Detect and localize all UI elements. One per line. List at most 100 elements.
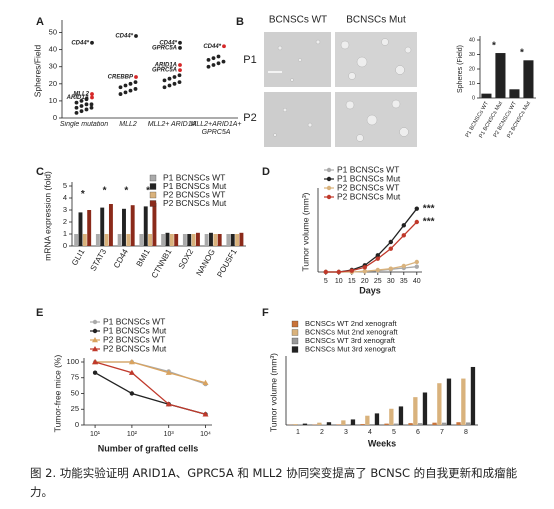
dot (206, 64, 211, 69)
annotation: * (103, 185, 107, 196)
y-tick-label: 10 (469, 81, 475, 87)
legend-swatch (291, 329, 299, 336)
dot-label: CREBBP (108, 75, 134, 81)
micrograph (264, 92, 331, 147)
y-tick-label: 5 (63, 181, 67, 190)
bar (226, 234, 231, 246)
bar (302, 423, 308, 425)
x-tick-label: SOX2 (177, 247, 196, 270)
y-tick-label: 3 (63, 205, 67, 214)
labeled-dot (90, 92, 94, 96)
bar (346, 424, 351, 425)
labeled-dot (178, 40, 182, 45)
dot (123, 90, 128, 95)
x-axis-label: Days (359, 285, 381, 295)
y-tick-label: 25 (71, 404, 79, 413)
x-tick-label: 7 (440, 429, 444, 436)
bar (143, 206, 148, 246)
legend-swatch (291, 346, 299, 353)
bar (495, 53, 506, 98)
labeled-dot (178, 68, 182, 73)
x-tick-label: 10³ (164, 431, 175, 438)
bar (398, 406, 404, 425)
x-tick-label: BMI1 (135, 247, 152, 268)
dot (211, 63, 216, 67)
bar (326, 422, 332, 425)
y-tick-label: 4 (63, 193, 67, 202)
spheres (273, 38, 412, 142)
legend-label: P2 BCNSCs Mut (103, 343, 167, 353)
dot (74, 105, 79, 110)
x-tick-label: 25 (374, 278, 382, 285)
point (414, 219, 419, 225)
bar (104, 234, 109, 246)
dot (74, 100, 79, 105)
dot (177, 73, 182, 78)
point (375, 267, 380, 273)
bar (213, 234, 218, 246)
legend-swatch (291, 320, 299, 328)
point (362, 265, 367, 270)
bar (523, 60, 534, 98)
bar (384, 423, 389, 425)
point (165, 369, 172, 375)
point (92, 359, 99, 365)
dot (79, 99, 84, 103)
x-tick-label: Single mutation (59, 121, 109, 128)
panel-letter: B (236, 16, 244, 28)
bar (370, 424, 375, 425)
bar (374, 413, 380, 425)
x-tick-label-box: MLL2+ARID1A+ GPRC5A (191, 121, 242, 136)
row-label: P2 (243, 112, 256, 124)
panel-letters: A B C D E F (36, 16, 270, 319)
dot (172, 81, 177, 86)
dot (74, 110, 79, 115)
point (326, 167, 332, 173)
bar (365, 415, 370, 425)
bar (418, 423, 423, 425)
x-tick-label: 10 (335, 278, 343, 285)
point (92, 337, 98, 343)
y-tick-label: 1 (63, 229, 67, 238)
x-tick-label: 5 (392, 429, 396, 436)
x-tick-label-box: Single mutation (59, 121, 109, 128)
labeled-dot (222, 44, 226, 49)
bar (239, 232, 244, 246)
x-axis-label: Weeks (368, 438, 396, 448)
dot (128, 88, 133, 93)
micrographs: BCNSCs WT BCNSCs Mut P1 P2 (243, 15, 417, 147)
legend-label: P1 BCNSCs WT (103, 316, 165, 326)
dot (84, 102, 89, 107)
x-tick-label: 10² (127, 431, 138, 438)
legend-swatch (149, 191, 157, 199)
bar (152, 202, 157, 246)
dot-label: MLL2 (73, 92, 89, 98)
figure: A B C D E F BCNSCs WT BCNSCs Mut P1 P2 0… (32, 15, 536, 453)
y-axis-label: Spheres/Field (32, 45, 42, 98)
x-tick-label: STAT3 (89, 247, 109, 273)
point (375, 253, 380, 258)
y-tick-label: 50 (71, 388, 79, 397)
point (92, 370, 98, 375)
dot (133, 80, 138, 85)
bar (509, 89, 520, 98)
column-label: BCNSCs WT (269, 15, 327, 26)
labeled-dot (134, 75, 138, 79)
labeled-dot (178, 63, 182, 67)
annotation: *** (423, 217, 435, 228)
bar (413, 397, 418, 425)
bar (317, 422, 322, 425)
point (323, 269, 328, 275)
dot (79, 109, 84, 114)
bar (442, 422, 447, 425)
x-tick-label: 15 (348, 278, 356, 285)
bar (148, 234, 153, 246)
legend-swatch (149, 200, 157, 207)
point (129, 391, 135, 396)
bar (182, 234, 187, 246)
x-tick-label: 35 (400, 278, 408, 285)
bar (174, 234, 179, 246)
y-axis-label: Tumor volume (mm³) (268, 353, 278, 432)
line (95, 361, 206, 384)
point (414, 259, 419, 265)
